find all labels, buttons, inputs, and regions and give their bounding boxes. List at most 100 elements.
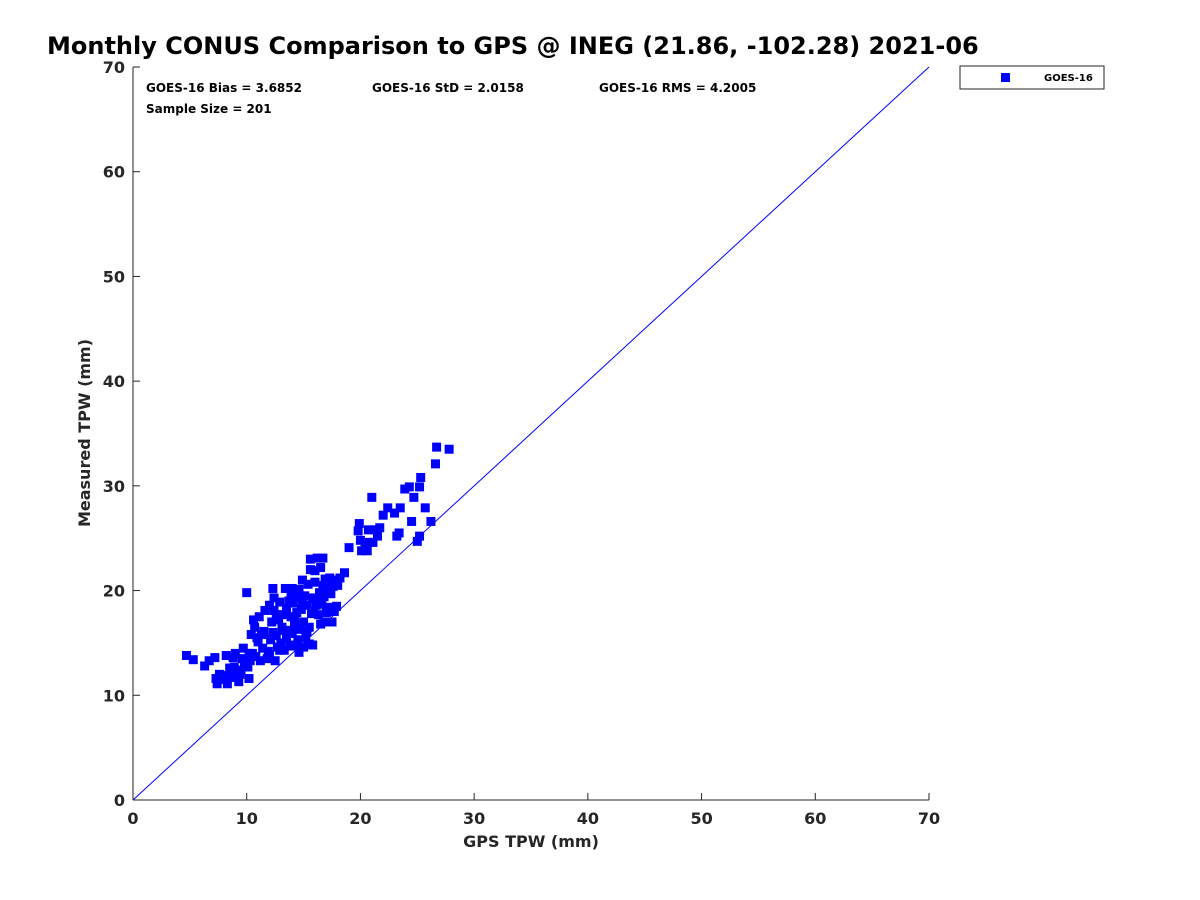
data-point <box>243 662 253 672</box>
data-point <box>395 503 405 513</box>
stat-sample-size: Sample Size = 201 <box>146 102 272 116</box>
data-point <box>432 442 442 452</box>
y-tick-label: 30 <box>103 477 125 496</box>
x-tick-label: 50 <box>690 809 712 828</box>
data-point <box>245 656 255 666</box>
x-axis-label: GPS TPW (mm) <box>463 832 599 851</box>
data-point <box>284 596 294 606</box>
data-point <box>321 587 331 597</box>
data-point <box>310 577 320 587</box>
data-point <box>278 625 288 635</box>
data-point <box>324 602 334 612</box>
data-point <box>310 566 320 576</box>
data-point <box>368 537 378 547</box>
data-point <box>378 510 388 520</box>
data-point <box>357 546 367 556</box>
data-point <box>362 546 372 556</box>
data-point <box>327 576 337 586</box>
data-point <box>287 583 297 593</box>
y-tick-label: 10 <box>103 686 125 705</box>
data-point <box>252 633 262 643</box>
data-point <box>303 579 313 589</box>
data-point <box>200 661 210 671</box>
data-point <box>333 580 343 590</box>
data-point <box>300 591 310 601</box>
y-tick-label: 60 <box>103 163 125 182</box>
data-point <box>226 672 236 682</box>
data-point <box>302 626 312 636</box>
data-point <box>321 608 331 618</box>
data-point <box>322 578 332 588</box>
data-point <box>286 590 296 600</box>
data-point <box>271 631 281 641</box>
data-point <box>212 679 222 689</box>
data-point <box>266 635 276 645</box>
data-point <box>375 523 385 533</box>
data-point <box>293 592 303 602</box>
data-point <box>204 656 214 666</box>
data-point <box>416 472 426 482</box>
data-point <box>280 583 290 593</box>
data-point <box>295 624 305 634</box>
chart-title: Monthly CONUS Comparison to GPS @ INEG (… <box>47 32 979 60</box>
data-point <box>367 492 377 502</box>
data-point <box>294 647 304 657</box>
x-tick-label: 10 <box>236 809 258 828</box>
data-point <box>274 615 284 625</box>
data-point <box>289 616 299 626</box>
legend-label: GOES-16 <box>1044 73 1093 84</box>
x-tick-label: 60 <box>804 809 826 828</box>
data-point <box>360 541 370 551</box>
data-point <box>279 645 289 655</box>
data-point <box>308 640 318 650</box>
data-point <box>234 677 244 687</box>
data-point <box>264 600 274 610</box>
data-point <box>308 593 318 603</box>
data-point <box>235 669 245 679</box>
x-tick-label: 40 <box>577 809 599 828</box>
data-point <box>305 565 315 575</box>
data-point <box>251 652 261 662</box>
data-point <box>372 531 382 541</box>
data-point <box>249 615 259 625</box>
legend-box <box>959 65 1105 90</box>
data-point <box>313 610 323 620</box>
data-point <box>241 657 251 667</box>
data-point <box>294 585 304 595</box>
data-point <box>259 626 269 636</box>
data-point <box>390 508 400 518</box>
data-point <box>291 640 301 650</box>
data-point <box>285 641 295 651</box>
data-point <box>326 589 336 599</box>
data-point <box>394 528 404 538</box>
data-point <box>305 554 315 564</box>
data-point <box>354 519 364 529</box>
data-point <box>335 573 345 583</box>
data-point <box>276 638 286 648</box>
data-point <box>282 634 292 644</box>
data-point <box>409 492 419 502</box>
data-point <box>332 601 342 611</box>
data-point <box>284 629 294 639</box>
data-point <box>218 670 228 680</box>
data-point <box>313 594 323 604</box>
data-point <box>275 597 285 607</box>
data-point <box>340 568 350 578</box>
y-axis-label: Measured TPW (mm) <box>75 339 94 527</box>
data-point <box>269 593 279 603</box>
data-point <box>293 635 303 645</box>
data-point <box>317 599 327 609</box>
data-point <box>415 482 425 492</box>
data-point <box>400 484 410 494</box>
data-point <box>210 653 220 663</box>
data-point <box>244 648 254 658</box>
plot-area: 0 10 20 30 40 50 60 70 0 10 20 30 40 50 60 70 <box>103 58 940 828</box>
data-point <box>297 575 307 585</box>
data-point <box>318 580 328 590</box>
data-point <box>260 605 270 615</box>
y-ticks: 0 10 20 30 40 50 60 70 <box>103 58 140 810</box>
data-point <box>316 563 326 573</box>
data-point <box>278 610 288 620</box>
data-point <box>309 607 319 617</box>
